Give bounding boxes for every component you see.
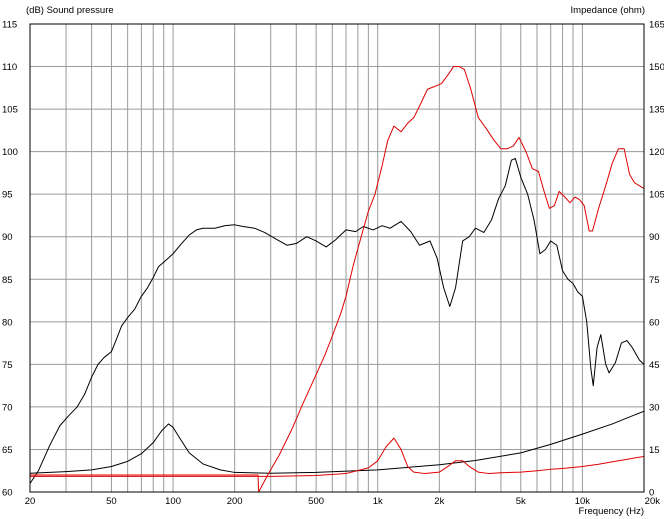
y-right-tick-label: 60 [649, 317, 660, 328]
y-right-tick-label: 15 [649, 445, 660, 456]
y-right-tick-label: 120 [649, 147, 664, 158]
x-tick-label: 500 [308, 496, 324, 507]
y-right-tick-label: 90 [649, 232, 660, 243]
y-left-title: (dB) Sound pressure [26, 5, 114, 16]
x-tick-label: 20 [25, 496, 36, 507]
series-line-spl-1 [29, 157, 645, 484]
y-left-tick-label: 65 [2, 445, 13, 456]
y-right-tick-label: 150 [649, 62, 664, 73]
y-right-tick-label: 30 [649, 402, 660, 413]
y-right-tick-label: 135 [649, 105, 664, 116]
x-tick-label: 2k [434, 496, 444, 507]
x-ticks: 20 50 100 200 500 1k 2k 5k 10k 20k [25, 496, 661, 507]
y-left-tick-label: 70 [2, 402, 13, 413]
y-left-tick-label: 115 [2, 20, 17, 31]
y-right-tick-label: 75 [649, 275, 660, 286]
y-right-tick-label: 45 [649, 360, 660, 371]
y-left-tick-label: 95 [2, 190, 13, 201]
series-line-impedance-3 [30, 66, 645, 493]
y-right-tick-label: 0 [649, 488, 654, 499]
x-tick-label: 5k [516, 496, 526, 507]
y-left-tick-label: 90 [2, 232, 13, 243]
y-left-tick-label: 85 [2, 275, 13, 286]
series-group [29, 66, 645, 493]
y-right-title: Impedance (ohm) [571, 5, 645, 16]
plot-frame [29, 23, 645, 493]
grid [30, 24, 644, 492]
x-tick-label: 10k [575, 496, 591, 507]
y-right-ticks: 0 15 30 45 60 75 90 105 120 135 150 165 [649, 20, 664, 499]
y-left-ticks: 60 65 70 75 80 85 90 95 100 105 110 115 [2, 20, 18, 499]
x-tick-label: 200 [227, 496, 243, 507]
x-tick-label: 100 [165, 496, 181, 507]
x-tick-label: 50 [106, 496, 117, 507]
y-left-tick-label: 75 [2, 360, 13, 371]
x-tick-label: 1k [373, 496, 383, 507]
y-left-tick-label: 105 [2, 105, 18, 116]
y-right-tick-label: 165 [649, 20, 664, 31]
x-axis-title: Frequency (Hz) [579, 506, 644, 517]
series-line-impedance-4 [30, 437, 645, 477]
y-left-tick-label: 60 [2, 488, 13, 499]
x-tick-label: 20k [645, 496, 661, 507]
y-left-tick-label: 110 [2, 62, 17, 73]
y-right-tick-label: 105 [649, 190, 664, 201]
y-left-tick-label: 100 [2, 147, 18, 158]
y-left-tick-label: 80 [2, 317, 13, 328]
series-line-spl-2 [29, 410, 645, 474]
